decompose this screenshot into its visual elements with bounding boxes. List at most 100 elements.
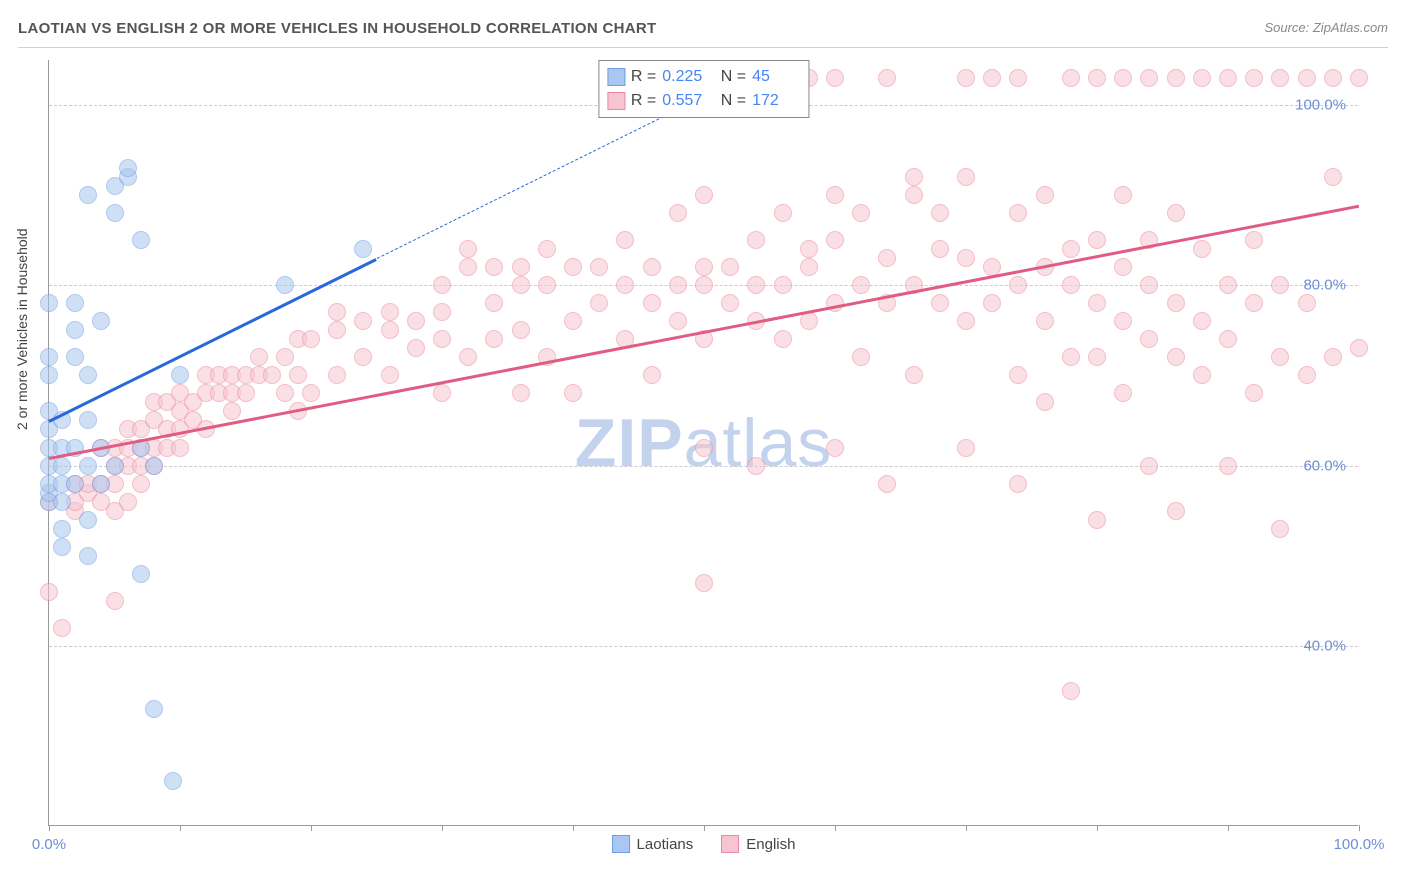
data-point: [40, 348, 58, 366]
data-point: [695, 439, 713, 457]
data-point: [1062, 276, 1080, 294]
data-point: [1219, 457, 1237, 475]
data-point: [721, 258, 739, 276]
data-point: [983, 69, 1001, 87]
data-point: [145, 700, 163, 718]
x-tick: [704, 825, 705, 831]
data-point: [512, 276, 530, 294]
legend-swatch: [721, 835, 739, 853]
data-point: [92, 312, 110, 330]
data-point: [276, 384, 294, 402]
data-point: [1271, 276, 1289, 294]
data-point: [1062, 240, 1080, 258]
data-point: [164, 772, 182, 790]
data-point: [590, 258, 608, 276]
legend-r-label: R =: [631, 89, 656, 113]
data-point: [957, 168, 975, 186]
data-point: [53, 538, 71, 556]
legend-swatch: [607, 92, 625, 110]
data-point: [171, 366, 189, 384]
data-point: [263, 366, 281, 384]
data-point: [852, 204, 870, 222]
data-point: [852, 348, 870, 366]
y-tick-label: 100.0%: [1295, 97, 1346, 114]
data-point: [328, 303, 346, 321]
data-point: [381, 321, 399, 339]
data-point: [1298, 294, 1316, 312]
data-point: [53, 619, 71, 637]
data-point: [774, 204, 792, 222]
data-point: [669, 276, 687, 294]
data-point: [433, 276, 451, 294]
data-point: [747, 276, 765, 294]
x-tick: [49, 825, 50, 831]
data-point: [983, 294, 1001, 312]
y-tick-label: 40.0%: [1303, 637, 1346, 654]
data-point: [826, 231, 844, 249]
data-point: [276, 348, 294, 366]
data-point: [1324, 69, 1342, 87]
data-point: [1036, 186, 1054, 204]
data-point: [957, 312, 975, 330]
data-point: [669, 312, 687, 330]
data-point: [1088, 511, 1106, 529]
data-point: [433, 330, 451, 348]
data-point: [669, 204, 687, 222]
x-tick: [1097, 825, 1098, 831]
data-point: [1193, 69, 1211, 87]
data-point: [1350, 69, 1368, 87]
data-point: [1009, 276, 1027, 294]
legend-r-label: R =: [631, 65, 656, 89]
data-point: [40, 366, 58, 384]
regression-line: [376, 96, 704, 259]
data-point: [106, 457, 124, 475]
data-point: [1009, 69, 1027, 87]
data-point: [1140, 330, 1158, 348]
data-point: [826, 186, 844, 204]
data-point: [328, 321, 346, 339]
data-point: [1140, 276, 1158, 294]
data-point: [1245, 231, 1263, 249]
data-point: [485, 258, 503, 276]
gridline: [49, 466, 1358, 467]
data-point: [643, 366, 661, 384]
x-tick: [1228, 825, 1229, 831]
x-tick: [1359, 825, 1360, 831]
legend-n-value: 172: [752, 89, 800, 113]
data-point: [1219, 330, 1237, 348]
data-point: [1088, 348, 1106, 366]
data-point: [852, 276, 870, 294]
data-point: [106, 592, 124, 610]
data-point: [1219, 69, 1237, 87]
x-tick: [835, 825, 836, 831]
data-point: [237, 384, 255, 402]
data-point: [800, 258, 818, 276]
data-point: [616, 276, 634, 294]
data-point: [354, 348, 372, 366]
data-point: [66, 348, 84, 366]
legend-item: Laotians: [612, 835, 694, 853]
data-point: [132, 475, 150, 493]
x-tick: [966, 825, 967, 831]
data-point: [79, 547, 97, 565]
data-point: [302, 384, 320, 402]
data-point: [905, 168, 923, 186]
data-point: [564, 312, 582, 330]
legend-row: R =0.225 N = 45: [607, 65, 800, 89]
data-point: [407, 312, 425, 330]
data-point: [905, 186, 923, 204]
data-point: [433, 384, 451, 402]
data-point: [132, 231, 150, 249]
legend-item: English: [721, 835, 795, 853]
data-point: [1245, 69, 1263, 87]
data-point: [459, 258, 477, 276]
data-point: [66, 475, 84, 493]
legend-swatch: [612, 835, 630, 853]
data-point: [1271, 69, 1289, 87]
x-tick-label: 0.0%: [32, 836, 66, 853]
data-point: [643, 294, 661, 312]
data-point: [747, 457, 765, 475]
data-point: [1350, 339, 1368, 357]
data-point: [40, 294, 58, 312]
y-tick-label: 80.0%: [1303, 277, 1346, 294]
